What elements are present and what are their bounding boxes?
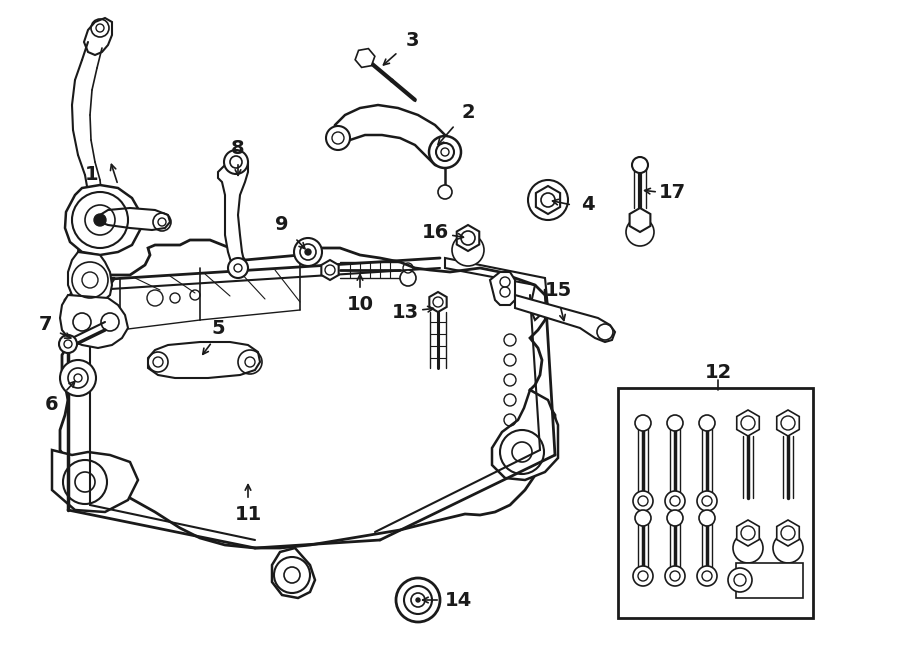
Polygon shape: [618, 388, 813, 618]
Circle shape: [699, 415, 715, 431]
Circle shape: [438, 185, 452, 199]
Polygon shape: [68, 252, 112, 305]
Circle shape: [429, 136, 461, 168]
Text: 5: 5: [212, 319, 225, 338]
Polygon shape: [429, 292, 446, 312]
Text: 12: 12: [705, 362, 732, 381]
Polygon shape: [490, 272, 515, 305]
Text: 9: 9: [275, 215, 289, 235]
Text: 17: 17: [659, 182, 686, 202]
Circle shape: [728, 568, 752, 592]
Polygon shape: [100, 208, 170, 230]
Text: 11: 11: [234, 506, 262, 524]
Circle shape: [396, 578, 440, 622]
Text: 8: 8: [231, 139, 245, 157]
Circle shape: [224, 150, 248, 174]
Polygon shape: [272, 548, 315, 598]
Polygon shape: [218, 158, 248, 270]
Polygon shape: [492, 390, 558, 480]
Polygon shape: [148, 342, 260, 378]
Polygon shape: [737, 520, 760, 546]
Circle shape: [697, 566, 717, 586]
Circle shape: [305, 249, 311, 255]
Circle shape: [665, 566, 685, 586]
Text: 3: 3: [405, 30, 418, 50]
Text: 2: 2: [461, 102, 475, 122]
Text: 10: 10: [346, 295, 374, 315]
Text: 15: 15: [544, 280, 572, 299]
Circle shape: [697, 491, 717, 511]
Text: 4: 4: [581, 196, 595, 215]
Circle shape: [635, 510, 651, 526]
Circle shape: [59, 335, 77, 353]
Circle shape: [294, 238, 322, 266]
Circle shape: [667, 510, 683, 526]
Circle shape: [626, 218, 654, 246]
Polygon shape: [321, 260, 338, 280]
Text: 16: 16: [421, 223, 448, 241]
Polygon shape: [737, 410, 760, 436]
Circle shape: [400, 270, 416, 286]
Circle shape: [326, 126, 350, 150]
Circle shape: [632, 157, 648, 173]
Circle shape: [60, 360, 96, 396]
Circle shape: [635, 415, 651, 431]
Circle shape: [452, 234, 484, 266]
Circle shape: [94, 214, 106, 226]
Polygon shape: [60, 240, 555, 548]
Polygon shape: [356, 49, 374, 67]
Polygon shape: [536, 186, 560, 214]
Text: 14: 14: [445, 590, 472, 609]
Polygon shape: [630, 208, 651, 232]
Polygon shape: [777, 520, 799, 546]
Circle shape: [633, 566, 653, 586]
Text: 7: 7: [38, 315, 52, 334]
Polygon shape: [515, 295, 615, 342]
Polygon shape: [60, 295, 128, 348]
Circle shape: [665, 491, 685, 511]
Circle shape: [528, 180, 568, 220]
Text: 6: 6: [45, 395, 58, 414]
Polygon shape: [332, 105, 455, 168]
Circle shape: [773, 533, 803, 563]
Circle shape: [733, 533, 763, 563]
Text: 13: 13: [392, 303, 418, 321]
Text: 1: 1: [86, 165, 99, 184]
Circle shape: [699, 510, 715, 526]
Polygon shape: [84, 18, 112, 55]
Polygon shape: [52, 450, 138, 512]
Polygon shape: [456, 225, 480, 251]
Polygon shape: [777, 410, 799, 436]
Circle shape: [667, 415, 683, 431]
Circle shape: [416, 598, 420, 602]
Circle shape: [228, 258, 248, 278]
Polygon shape: [65, 185, 140, 255]
Circle shape: [633, 491, 653, 511]
Polygon shape: [736, 563, 803, 598]
